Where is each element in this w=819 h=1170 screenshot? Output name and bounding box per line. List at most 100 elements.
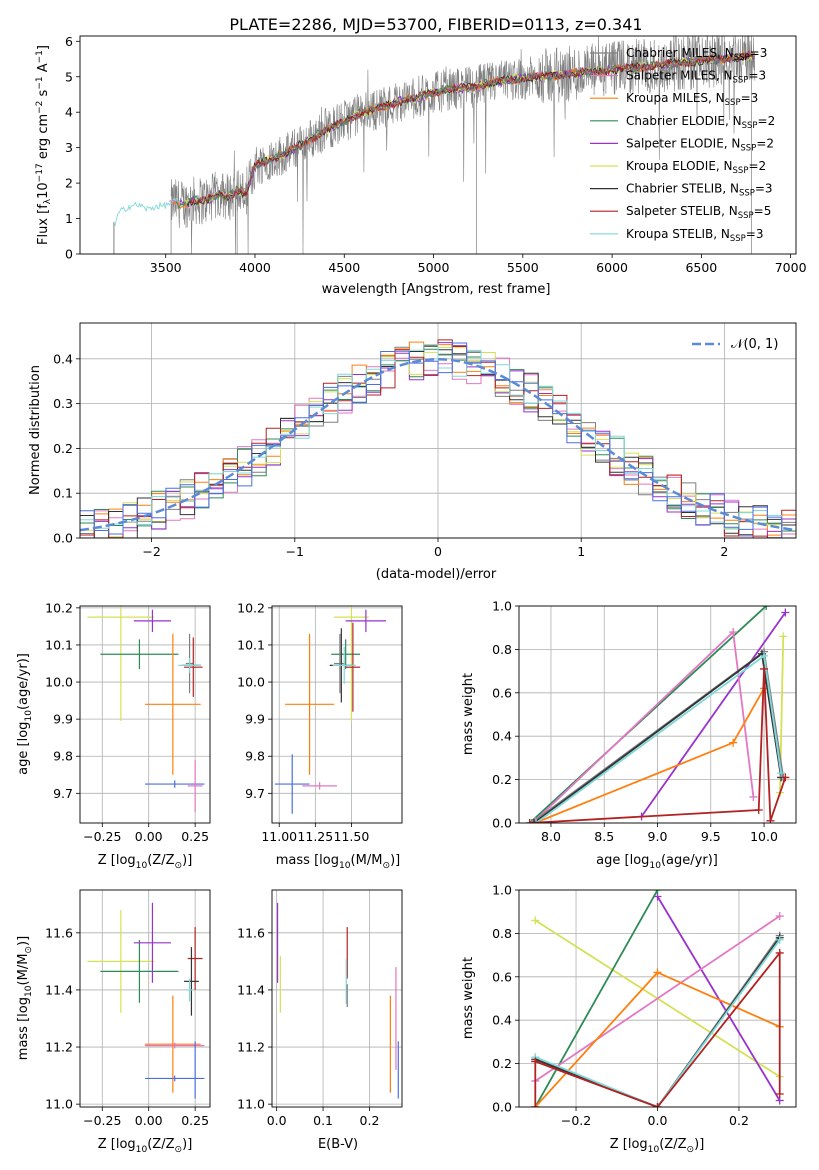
y-tick-label: 10.2: [237, 600, 265, 615]
weight_vs_Z-plot-area: [531, 890, 784, 1107]
y-tick-label: 10.0: [45, 675, 73, 690]
panel-mass_vs_ebv: 0.0 0.1 0.2 11.0 11.2 11.4 11.6 E(B-V): [237, 889, 403, 1152]
mass_vs_Z-frame: [79, 889, 211, 1108]
series-line: [535, 654, 782, 823]
legend-entry: Salpeter ELODIE, NSSP=2: [626, 136, 774, 153]
y-tick-label: 0.2: [53, 441, 73, 456]
series-marker: [775, 935, 784, 944]
x-tick-label: 9.5: [701, 829, 721, 844]
weight_vs_Z-frame: [518, 889, 797, 1108]
x-tick-label: 6000: [596, 260, 628, 275]
x-tick-label: 5000: [418, 260, 450, 275]
x-tick-label: 0.25: [181, 1113, 209, 1128]
series-line: [534, 890, 659, 1107]
y-tick-label: 0.4: [53, 351, 73, 366]
legend-entry: Chabrier STELIB, NSSP=3: [626, 182, 773, 199]
series-marker: [729, 738, 738, 747]
y-tick-label: 11.2: [45, 1040, 73, 1055]
x-tick-label: 5500: [507, 260, 539, 275]
residuals-xlabel: (data-model)/error: [376, 567, 497, 582]
panel-age_vs_Z: −0.25 0.00 0.25 9.7 9.8 9.9 10.0 10.1 10.2 Z [log…: [16, 600, 211, 871]
x-tick-label: −0.25: [83, 829, 121, 844]
spectrum-ylabel: Flux [fλ10−17 erg cm−2 s−1 A−1]: [35, 45, 53, 245]
y-tick-label: 2: [65, 176, 73, 191]
y-tick-label: 0.0: [53, 531, 73, 546]
y-tick-label: 11.6: [237, 925, 265, 940]
x-tick-label: 0.2: [360, 1113, 380, 1128]
series-line: [640, 611, 787, 818]
y-tick-label: 0.8: [492, 642, 512, 657]
x-tick-label: 10.0: [750, 829, 778, 844]
age-vs-mass-xlabel: mass [log10(M/M⊙)]: [276, 853, 400, 871]
age_vs_Z-plot-area: [87, 606, 205, 812]
x-tick-label: 0.1: [313, 1113, 333, 1128]
residuals-frame: [79, 322, 797, 539]
x-tick-label: 0: [434, 544, 442, 559]
weight-vs-Z-ylabel: mass weight: [461, 957, 476, 1039]
series-line: [656, 896, 781, 1101]
x-tick-label: 1: [577, 544, 585, 559]
x-tick-label: −0.2: [561, 1113, 591, 1128]
mass_vs_ebv-frame: [271, 889, 403, 1108]
series-marker: [781, 608, 790, 617]
y-tick-label: 1.0: [492, 883, 512, 898]
panel-weight_vs_age: 8.0 8.5 9.0 9.5 10.0 0.0 0.2 0.4 0.6 0.8 1.0 age [l…: [461, 599, 797, 871]
histogram-blue_extra: [80, 342, 796, 538]
x-tick-label: 8.0: [541, 829, 561, 844]
y-tick-label: 0.6: [492, 969, 512, 984]
series-marker: [529, 819, 538, 823]
y-tick-label: 10.1: [237, 637, 265, 652]
x-tick-label: 0.0: [267, 1113, 287, 1128]
series-marker: [754, 805, 763, 814]
series-marker: [653, 890, 662, 894]
series-marker: [760, 664, 769, 673]
observed-spectrum: [170, 36, 756, 254]
series-marker: [531, 916, 540, 925]
weight-vs-age-ylabel: mass weight: [461, 673, 476, 755]
age_vs_mass-grid: [272, 606, 402, 823]
panel-age_vs_mass: 11.00 11.25 11.50 9.7 9.8 9.9 10.0 10.1 10.2 mass…: [237, 600, 403, 871]
age_vs_mass-plot-area: [274, 606, 387, 814]
x-tick-label: 11.25: [297, 829, 333, 844]
legend-entry: Salpeter MILES, NSSP=3: [626, 69, 766, 86]
x-tick-label: 4500: [328, 260, 360, 275]
legend-entry: Kroupa STELIB, NSSP=3: [626, 227, 764, 244]
x-tick-label: 4000: [239, 260, 271, 275]
panel-residuals: −2 −1 0 1 2 0.0 0.1 0.2 0.3 0.4 𝒩(0, 1) (data-model…: [28, 322, 797, 582]
series-marker: [653, 968, 662, 977]
y-tick-label: 0.4: [492, 1013, 512, 1028]
mass-vs-ebv-xlabel: E(B-V): [318, 1137, 358, 1152]
y-tick-label: 0.0: [492, 816, 512, 831]
series-marker: [781, 773, 790, 782]
y-tick-label: 0: [65, 247, 73, 262]
y-tick-label: 0.8: [492, 926, 512, 941]
mass-vs-Z-xlabel: Z [log10(Z/Z⊙)]: [98, 1137, 193, 1155]
y-tick-label: 0.0: [492, 1100, 512, 1115]
y-tick-label: 11.2: [237, 1040, 265, 1055]
panels: 3500 4000 4500 5000 5500 6000 6500 7000 0 1 2 3 4 5 6 C…: [16, 34, 807, 1155]
y-tick-label: 0.2: [492, 1056, 512, 1071]
mass_vs_Z-plot-area: [87, 902, 205, 1099]
mass_vs_Z-grid: [80, 890, 210, 1107]
y-tick-label: 9.9: [245, 712, 265, 727]
residuals-ylabel: Normed distribution: [28, 365, 43, 495]
y-tick-label: 11.6: [45, 925, 73, 940]
x-tick-label: 11.50: [334, 829, 370, 844]
series-marker: [532, 819, 541, 823]
x-tick-label: 8.5: [594, 829, 614, 844]
y-tick-label: 9.9: [53, 712, 73, 727]
series-line: [534, 915, 781, 1082]
histogram-kroupa_stelib: [80, 344, 796, 538]
y-tick-label: 0.1: [53, 486, 73, 501]
y-tick-label: 0.3: [53, 396, 73, 411]
y-tick-label: 0.4: [492, 729, 512, 744]
legend-entry: Salpeter STELIB, NSSP=5: [626, 204, 771, 221]
weight_vs_age-plot-area: [525, 606, 790, 823]
age-vs-Z-ylabel: age [log10(age/yr)]: [16, 653, 34, 775]
series-line: [534, 630, 755, 822]
x-tick-label: 9.0: [648, 829, 668, 844]
y-tick-label: 1.0: [492, 599, 512, 614]
series-marker: [525, 819, 534, 823]
y-tick-label: 4: [65, 105, 73, 120]
